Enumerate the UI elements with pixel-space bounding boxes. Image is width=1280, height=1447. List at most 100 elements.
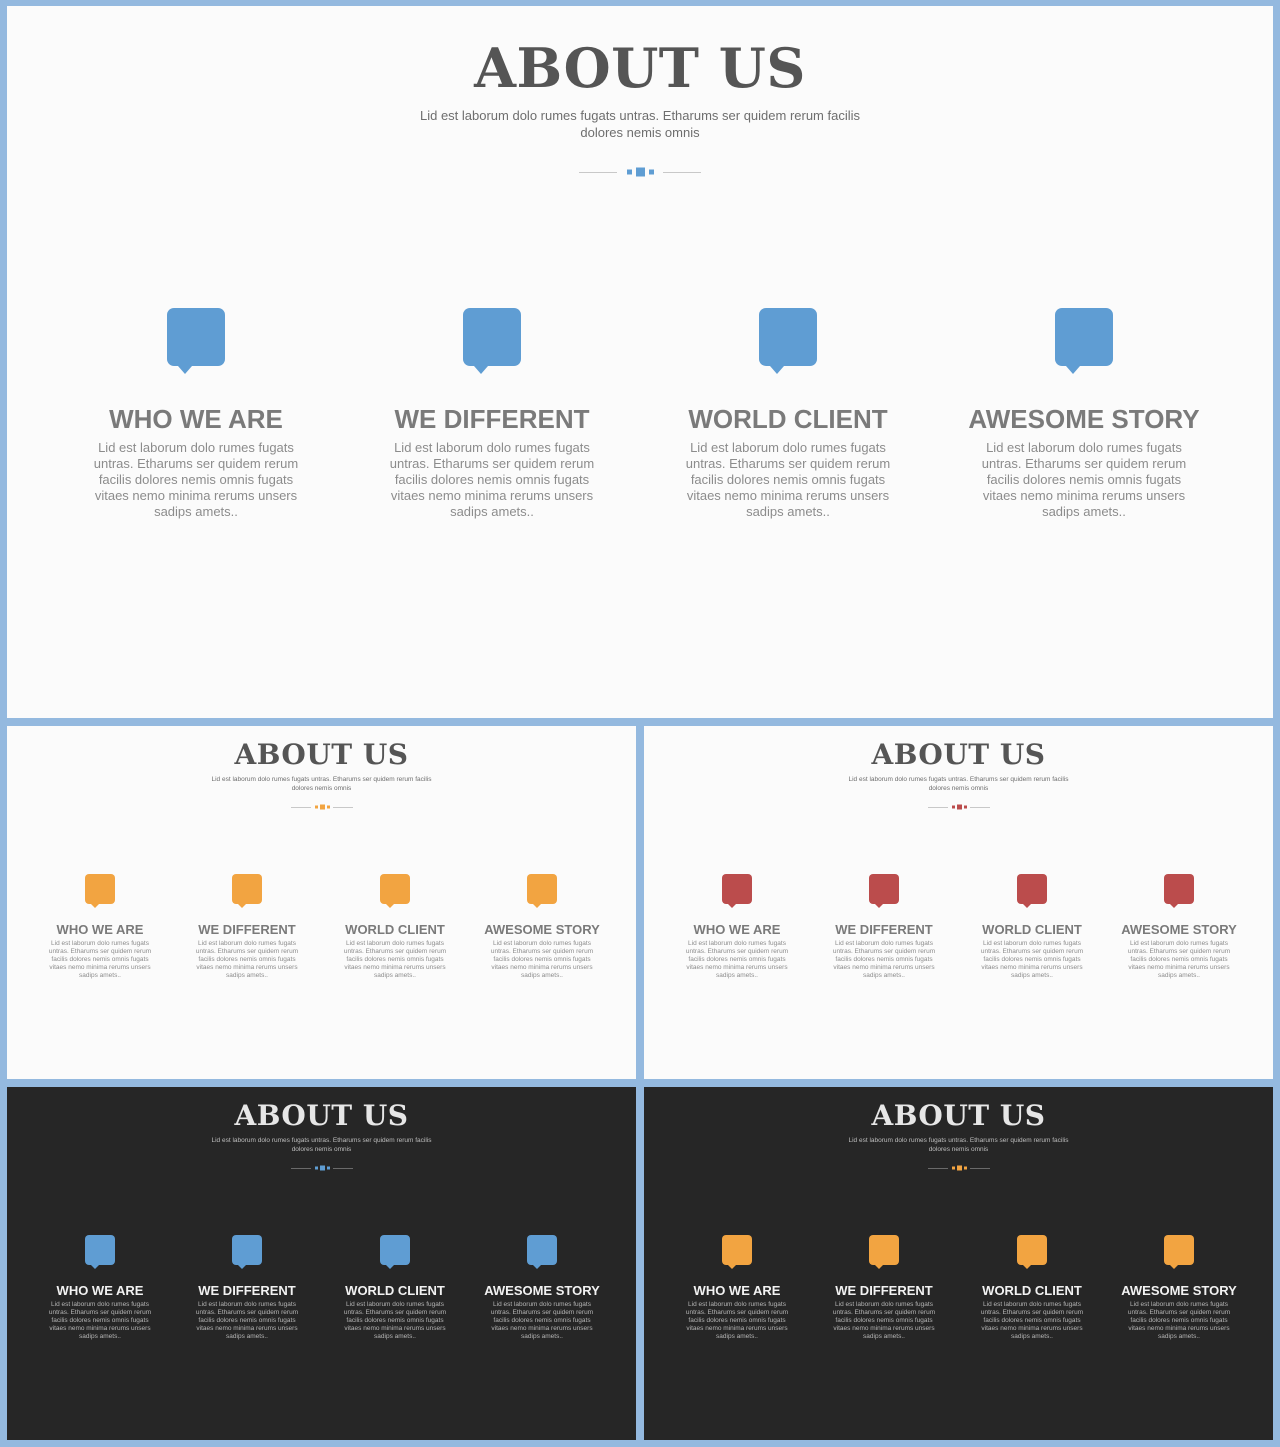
feature-we-different: WE DIFFERENT Lid est laborum dolo rumes … <box>822 874 946 984</box>
feature-title: WHO WE ARE <box>693 922 781 937</box>
feature-awesome-story: AWESOME STORY Lid est laborum dolo rumes… <box>964 308 1204 528</box>
feature-who-we-are: WHO WE ARE Lid est laborum dolo rumes fu… <box>38 874 162 984</box>
divider-line-right <box>332 807 353 808</box>
feature-text: Lid est laborum dolo rumes fugats untras… <box>48 940 152 979</box>
feature-awesome-story: AWESOME STORY Lid est laborum dolo rumes… <box>480 1235 604 1345</box>
feature-text: Lid est laborum dolo rumes fugats untras… <box>48 1301 152 1340</box>
slide-subtitle: Lid est laborum dolo rumes fugats untras… <box>419 108 861 140</box>
feature-title: WE DIFFERENT <box>394 404 590 434</box>
title-divider <box>290 804 353 810</box>
feature-world-client: WORLD CLIENT Lid est laborum dolo rumes … <box>970 1235 1094 1345</box>
divider-line-left <box>927 807 948 808</box>
slide-main: ABOUT US Lid est laborum dolo rumes fuga… <box>7 6 1273 718</box>
feature-title: AWESOME STORY <box>484 1283 600 1298</box>
feature-who-we-are: WHO WE ARE Lid est laborum dolo rumes fu… <box>675 1235 799 1345</box>
feature-title: WE DIFFERENT <box>835 1283 933 1298</box>
slide-dark-orange: ABOUT US Lid est laborum dolo rumes fuga… <box>644 1087 1273 1440</box>
slide-title: ABOUT US <box>871 738 1046 771</box>
slide-subtitle: Lid est laborum dolo rumes fugats untras… <box>211 1137 432 1153</box>
slide-subtitle: Lid est laborum dolo rumes fugats untras… <box>211 776 432 792</box>
feature-title: WHO WE ARE <box>109 404 283 434</box>
divider-line-right <box>969 1168 990 1169</box>
divider-line-right <box>969 807 990 808</box>
feature-we-different: WE DIFFERENT Lid est laborum dolo rumes … <box>372 308 612 528</box>
feature-title: WORLD CLIENT <box>345 1283 445 1298</box>
speech-bubble-icon <box>722 874 752 908</box>
slide-title: ABOUT US <box>871 1099 1046 1132</box>
slide-subtitle: Lid est laborum dolo rumes fugats untras… <box>848 776 1069 792</box>
title-divider <box>927 804 990 810</box>
slide-subtitle: Lid est laborum dolo rumes fugats untras… <box>848 1137 1069 1153</box>
speech-bubble-icon <box>1055 308 1113 374</box>
feature-text: Lid est laborum dolo rumes fugats untras… <box>685 440 891 519</box>
divider-dot-small-left <box>951 805 955 809</box>
slide-title: ABOUT US <box>474 36 806 100</box>
speech-bubble-icon <box>463 308 521 374</box>
feature-text: Lid est laborum dolo rumes fugats untras… <box>195 1301 299 1340</box>
divider-dot-small-left <box>314 1166 318 1170</box>
divider-dot-center <box>636 167 645 177</box>
speech-bubble-icon <box>380 874 410 908</box>
feature-text: Lid est laborum dolo rumes fugats untras… <box>685 940 789 979</box>
feature-awesome-story: AWESOME STORY Lid est laborum dolo rumes… <box>480 874 604 984</box>
feature-title: WORLD CLIENT <box>982 922 1082 937</box>
feature-title: WE DIFFERENT <box>198 1283 296 1298</box>
divider-dot-small-left <box>314 805 318 809</box>
title-divider <box>579 166 701 178</box>
feature-text: Lid est laborum dolo rumes fugats untras… <box>93 440 299 519</box>
feature-text: Lid est laborum dolo rumes fugats untras… <box>195 940 299 979</box>
speech-bubble-icon <box>869 1235 899 1269</box>
feature-title: WHO WE ARE <box>56 922 144 937</box>
feature-awesome-story: AWESOME STORY Lid est laborum dolo rumes… <box>1117 874 1241 984</box>
speech-bubble-icon <box>869 874 899 908</box>
speech-bubble-icon <box>380 1235 410 1269</box>
feature-text: Lid est laborum dolo rumes fugats untras… <box>981 440 1187 519</box>
slide-light-red: ABOUT US Lid est laborum dolo rumes fuga… <box>644 726 1273 1079</box>
feature-title: AWESOME STORY <box>1121 1283 1237 1298</box>
slide-title: ABOUT US <box>234 1099 409 1132</box>
feature-world-client: WORLD CLIENT Lid est laborum dolo rumes … <box>970 874 1094 984</box>
speech-bubble-icon <box>85 874 115 908</box>
divider-dot-small-right <box>326 1166 330 1170</box>
feature-text: Lid est laborum dolo rumes fugats untras… <box>343 1301 447 1340</box>
divider-line-right <box>663 172 701 173</box>
feature-text: Lid est laborum dolo rumes fugats untras… <box>980 1301 1084 1340</box>
divider-dot-center <box>956 1165 962 1171</box>
speech-bubble-icon <box>759 308 817 374</box>
divider-line-left <box>290 807 311 808</box>
speech-bubble-icon <box>527 1235 557 1269</box>
feature-who-we-are: WHO WE ARE Lid est laborum dolo rumes fu… <box>38 1235 162 1345</box>
speech-bubble-icon <box>1017 874 1047 908</box>
feature-world-client: WORLD CLIENT Lid est laborum dolo rumes … <box>668 308 908 528</box>
feature-text: Lid est laborum dolo rumes fugats untras… <box>832 1301 936 1340</box>
speech-bubble-icon <box>167 308 225 374</box>
feature-text: Lid est laborum dolo rumes fugats untras… <box>832 940 936 979</box>
divider-dot-small-right <box>963 1166 967 1170</box>
feature-title: WORLD CLIENT <box>688 404 888 434</box>
divider-dot-small-left <box>951 1166 955 1170</box>
feature-text: Lid est laborum dolo rumes fugats untras… <box>685 1301 789 1340</box>
title-divider <box>290 1165 353 1171</box>
feature-text: Lid est laborum dolo rumes fugats untras… <box>343 940 447 979</box>
speech-bubble-icon <box>722 1235 752 1269</box>
feature-title: WORLD CLIENT <box>345 922 445 937</box>
feature-text: Lid est laborum dolo rumes fugats untras… <box>490 940 594 979</box>
feature-we-different: WE DIFFERENT Lid est laborum dolo rumes … <box>822 1235 946 1345</box>
feature-title: AWESOME STORY <box>1121 922 1237 937</box>
feature-title: WE DIFFERENT <box>835 922 933 937</box>
feature-we-different: WE DIFFERENT Lid est laborum dolo rumes … <box>185 874 309 984</box>
title-divider <box>927 1165 990 1171</box>
feature-world-client: WORLD CLIENT Lid est laborum dolo rumes … <box>333 874 457 984</box>
divider-line-left <box>290 1168 311 1169</box>
divider-line-right <box>332 1168 353 1169</box>
speech-bubble-icon <box>1017 1235 1047 1269</box>
divider-dot-center <box>319 1165 325 1171</box>
divider-dot-center <box>956 804 962 810</box>
divider-dot-small-left <box>627 169 632 175</box>
speech-bubble-icon <box>232 874 262 908</box>
feature-title: WHO WE ARE <box>693 1283 781 1298</box>
feature-we-different: WE DIFFERENT Lid est laborum dolo rumes … <box>185 1235 309 1345</box>
feature-title: WORLD CLIENT <box>982 1283 1082 1298</box>
divider-dot-center <box>319 804 325 810</box>
divider-line-left <box>579 172 617 173</box>
